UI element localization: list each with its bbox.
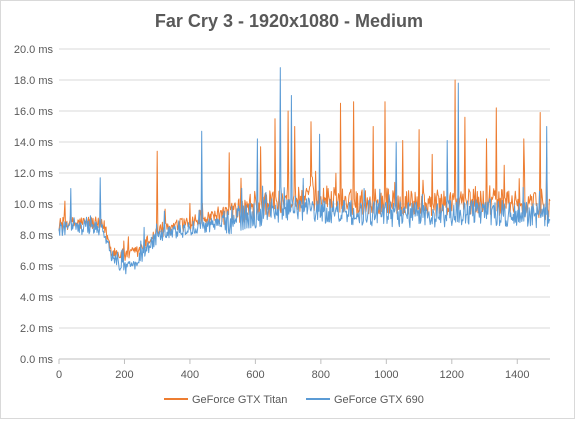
y-tick-label: 16.0 ms	[14, 106, 54, 118]
x-tick-label: 400	[181, 369, 199, 381]
series-lines	[58, 67, 551, 275]
y-tick-label: 12.0 ms	[14, 168, 54, 180]
x-tick-label: 0	[56, 369, 62, 381]
y-tick-label: 4.0 ms	[20, 292, 54, 304]
chart-title: Far Cry 3 - 1920x1080 - Medium	[155, 11, 423, 31]
x-tick-label: 200	[115, 369, 133, 381]
y-tick-label: 10.0 ms	[14, 199, 54, 211]
x-tick-label: 800	[312, 369, 330, 381]
x-tick-label: 600	[246, 369, 264, 381]
y-tick-label: 8.0 ms	[20, 230, 54, 242]
series-line	[58, 79, 551, 262]
y-tick-label: 6.0 ms	[20, 261, 54, 273]
x-tick-label: 1000	[374, 369, 398, 381]
y-tick-label: 0.0 ms	[20, 354, 54, 366]
legend: GeForce GTX Titan GeForce GTX 690	[164, 394, 424, 406]
y-tick-label: 14.0 ms	[14, 137, 54, 149]
series-line	[58, 67, 551, 275]
x-tick-label: 1200	[440, 369, 464, 381]
y-tick-label: 2.0 ms	[20, 323, 54, 335]
legend-label: GeForce GTX Titan	[192, 394, 287, 406]
y-tick-label: 18.0 ms	[14, 75, 54, 87]
axes: 0.0 ms 2.0 ms 4.0 ms 6.0 ms 8.0 ms 10.0 ms 12.…	[14, 44, 550, 381]
y-tick-label: 20.0 ms	[14, 44, 54, 56]
x-tick-label: 1400	[505, 369, 529, 381]
legend-label: GeForce GTX 690	[334, 394, 424, 406]
